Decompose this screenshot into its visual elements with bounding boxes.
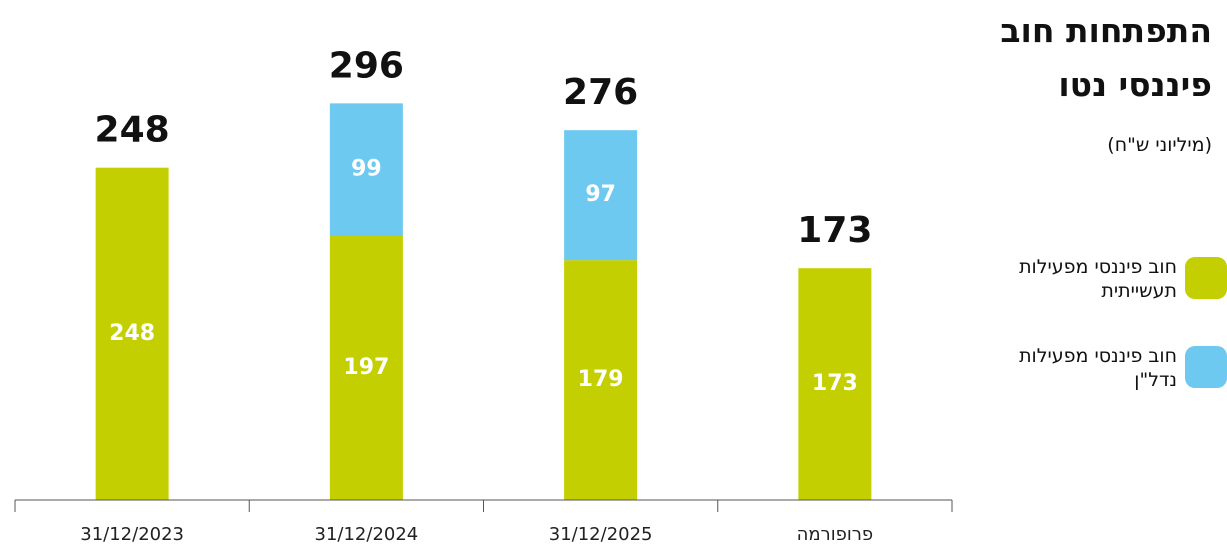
legend-swatch [1185,257,1227,299]
segment-label: 248 [109,321,155,346]
total-label: 276 [563,72,638,113]
total-label: 248 [95,110,170,151]
total-label: 296 [329,45,404,86]
segment-label: 179 [578,367,624,392]
legend-item: חוב פיננסי מפעילות תעשייתית [967,255,1227,303]
segment-label: 197 [343,355,389,380]
bar-segment [564,260,638,500]
bar-segment [329,236,403,500]
chart-subtitle: (מיליוני ש"ח) [1107,134,1212,156]
segment-label: 97 [585,182,616,207]
legend-label: חוב פיננסי מפעילות תעשייתית [1019,256,1177,302]
legend-item: חוב פיננסי מפעילות נדל"ן [967,344,1227,392]
segment-label: 173 [812,371,858,396]
segment-label: 99 [351,157,382,182]
bar-segment [329,103,403,237]
legend-swatch [1185,346,1227,388]
x-tick-label: פרופורמה [797,524,874,545]
chart-title: התפתחות חוב פיננסי נטו [1000,11,1212,104]
bar-segment [95,167,169,500]
legend-label: חוב פיננסי מפעילות נדל"ן [1019,345,1177,391]
bar-segment [564,130,638,261]
x-tick-label: 31/12/2024 [315,524,419,545]
bar-segment [798,268,872,500]
x-tick-label: 31/12/2025 [549,524,653,545]
total-label: 173 [797,210,872,251]
x-tick-label: 31/12/2023 [80,524,184,545]
